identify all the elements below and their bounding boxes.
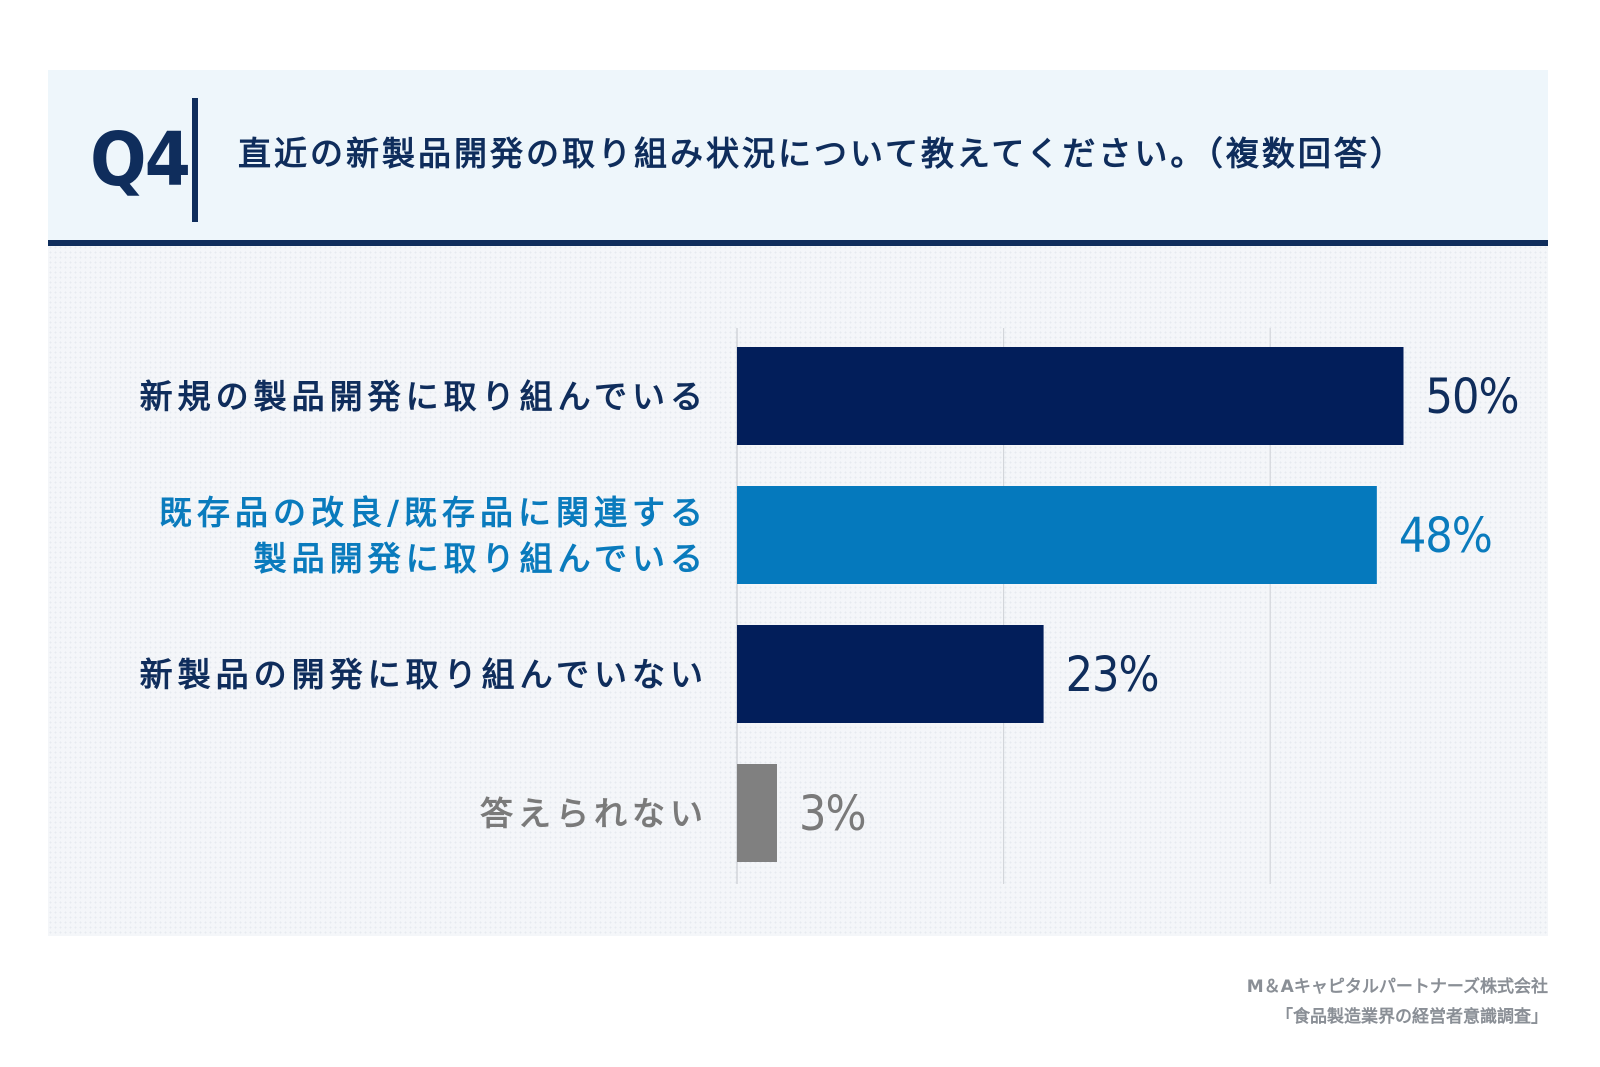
- bar-2: [737, 625, 1044, 723]
- value-label-1: 48%: [1399, 508, 1492, 564]
- question-header: Q4 直近の新製品開発の取り組み状況について教えてください。（複数回答）: [48, 70, 1548, 246]
- source-survey: 「食品製造業界の経営者意識調査」: [1276, 1007, 1548, 1027]
- question-text: 直近の新製品開発の取り組み状況について教えてください。（複数回答）: [238, 134, 1406, 173]
- question-number: Q4: [90, 117, 191, 203]
- bar-0: [737, 347, 1404, 445]
- source-credit: M＆Aキャピタルパートナーズ株式会社 「食品製造業界の経営者意識調査」: [948, 972, 1548, 1032]
- bar-3: [737, 764, 777, 862]
- bar-1: [737, 486, 1377, 584]
- category-label-3-0: 答えられない: [480, 794, 708, 833]
- category-label-0-0: 新規の製品開発に取り組んでいる: [140, 377, 708, 416]
- source-company: M＆Aキャピタルパートナーズ株式会社: [1246, 977, 1548, 997]
- header-divider: [192, 98, 198, 222]
- value-label-3: 3%: [799, 786, 866, 842]
- category-label-1-0: 既存品の改良/既存品に関連する: [159, 493, 708, 532]
- category-label-1-1: 製品開発に取り組んでいる: [254, 539, 708, 578]
- value-label-0: 50%: [1426, 369, 1519, 425]
- category-label-2-0: 新製品の開発に取り組んでいない: [140, 655, 708, 694]
- value-label-2: 23%: [1066, 647, 1159, 703]
